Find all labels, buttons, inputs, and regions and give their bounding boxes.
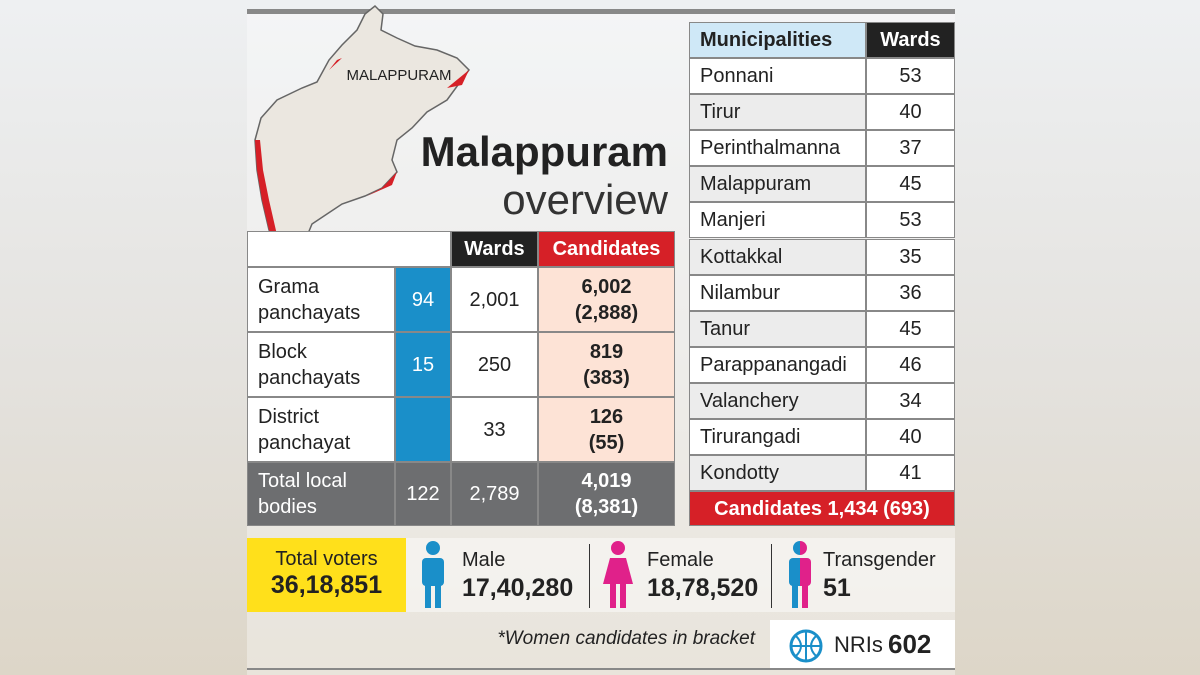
nri-value: 602 xyxy=(888,629,932,659)
mu-name: Ponnani xyxy=(689,58,866,94)
candidates-value: 126 xyxy=(589,405,624,428)
header-blank xyxy=(247,231,451,267)
male-label: Male xyxy=(462,549,506,571)
map-shape xyxy=(254,4,470,249)
person-icon xyxy=(422,541,444,608)
map-label: MALAPPURAM xyxy=(346,67,451,84)
row-wards: 2,001 xyxy=(451,267,538,332)
mu-name: Malappuram xyxy=(689,166,866,203)
male-value: 17,40,280 xyxy=(462,574,574,602)
candidates-value: 819 xyxy=(589,340,624,363)
mu-name: Kondotty xyxy=(689,455,866,492)
mu-name: Manjeri xyxy=(689,202,866,239)
mu-footer: Candidates 1,434 (693) xyxy=(689,491,955,526)
bottom-rule xyxy=(247,668,955,670)
header-wards: Wards xyxy=(451,231,538,267)
mu-name: Parappanangadi xyxy=(689,346,866,383)
women-candidates: (383) xyxy=(583,366,630,389)
mu-header-wards: Wards xyxy=(866,22,955,58)
row-candidates: 819 (383) xyxy=(538,332,675,397)
women-candidates: (2,888) xyxy=(574,301,639,324)
nri-box: NRIs 602 xyxy=(770,620,955,668)
mu-wards: 41 xyxy=(866,455,955,492)
transgender-label: Transgender xyxy=(823,549,936,571)
row-name: Total local bodies xyxy=(247,462,395,526)
top-rule xyxy=(247,9,955,14)
subtitle: overview xyxy=(502,176,668,223)
mu-wards: 40 xyxy=(866,94,955,131)
row-candidates: 6,002 (2,888) xyxy=(538,267,675,332)
row-wards: 33 xyxy=(451,397,538,462)
candidates-value: 6,002 xyxy=(581,275,632,298)
total-voters-value: 36,18,851 xyxy=(270,571,383,599)
mu-name: Tirur xyxy=(689,94,866,131)
row-count: 15 xyxy=(395,332,451,397)
mu-wards: 45 xyxy=(866,166,955,203)
row-candidates: 4,019 (8,381) xyxy=(538,462,675,526)
note: *Women candidates in bracket xyxy=(497,628,755,649)
mu-header-name: Municipalities xyxy=(689,22,866,58)
female-label: Female xyxy=(647,549,714,571)
mu-name: Nilambur xyxy=(689,274,866,311)
person-icon xyxy=(603,541,633,608)
district-map: MALAPPURAM xyxy=(254,4,470,250)
mu-wards: 37 xyxy=(866,130,955,167)
mu-wards: 35 xyxy=(866,238,955,275)
header-candidates: Candidates xyxy=(538,231,675,267)
nri-label: NRIs xyxy=(834,632,883,657)
mu-wards: 46 xyxy=(866,346,955,383)
mu-name: Kottakkal xyxy=(689,238,866,275)
divider xyxy=(589,544,590,608)
mu-wards: 36 xyxy=(866,274,955,311)
total-voters-label: Total voters xyxy=(275,548,378,570)
nri-icon xyxy=(789,629,823,663)
person-icon xyxy=(789,541,811,608)
female-value: 18,78,520 xyxy=(647,574,759,602)
mu-name: Tirurangadi xyxy=(689,419,866,455)
row-count: 94 xyxy=(395,267,451,332)
women-candidates: (55) xyxy=(588,431,625,454)
mu-name: Perinthalmanna xyxy=(689,130,866,167)
row-wards: 2,789 xyxy=(451,462,538,526)
mu-wards: 53 xyxy=(866,58,955,94)
divider xyxy=(771,544,772,608)
women-candidates: (8,381) xyxy=(574,496,639,518)
mu-name: Valanchery xyxy=(689,382,866,419)
title: Malappuram xyxy=(420,128,668,175)
candidates-value: 4,019 xyxy=(581,470,632,492)
transgender-value: 51 xyxy=(823,574,851,602)
mu-wards: 45 xyxy=(866,310,955,347)
row-count xyxy=(395,397,451,462)
mu-wards: 34 xyxy=(866,382,955,419)
row-count: 122 xyxy=(395,462,451,526)
total-voters-box: Total voters 36,18,851 xyxy=(247,538,406,612)
mu-wards: 53 xyxy=(866,202,955,239)
row-wards: 250 xyxy=(451,332,538,397)
map-border xyxy=(255,140,287,250)
row-name: Block panchayats xyxy=(247,332,395,397)
row-name: District panchayat xyxy=(247,397,395,462)
row-candidates: 126 (55) xyxy=(538,397,675,462)
row-name: Grama panchayats xyxy=(247,267,395,332)
mu-wards: 40 xyxy=(866,419,955,455)
mu-name: Tanur xyxy=(689,310,866,347)
